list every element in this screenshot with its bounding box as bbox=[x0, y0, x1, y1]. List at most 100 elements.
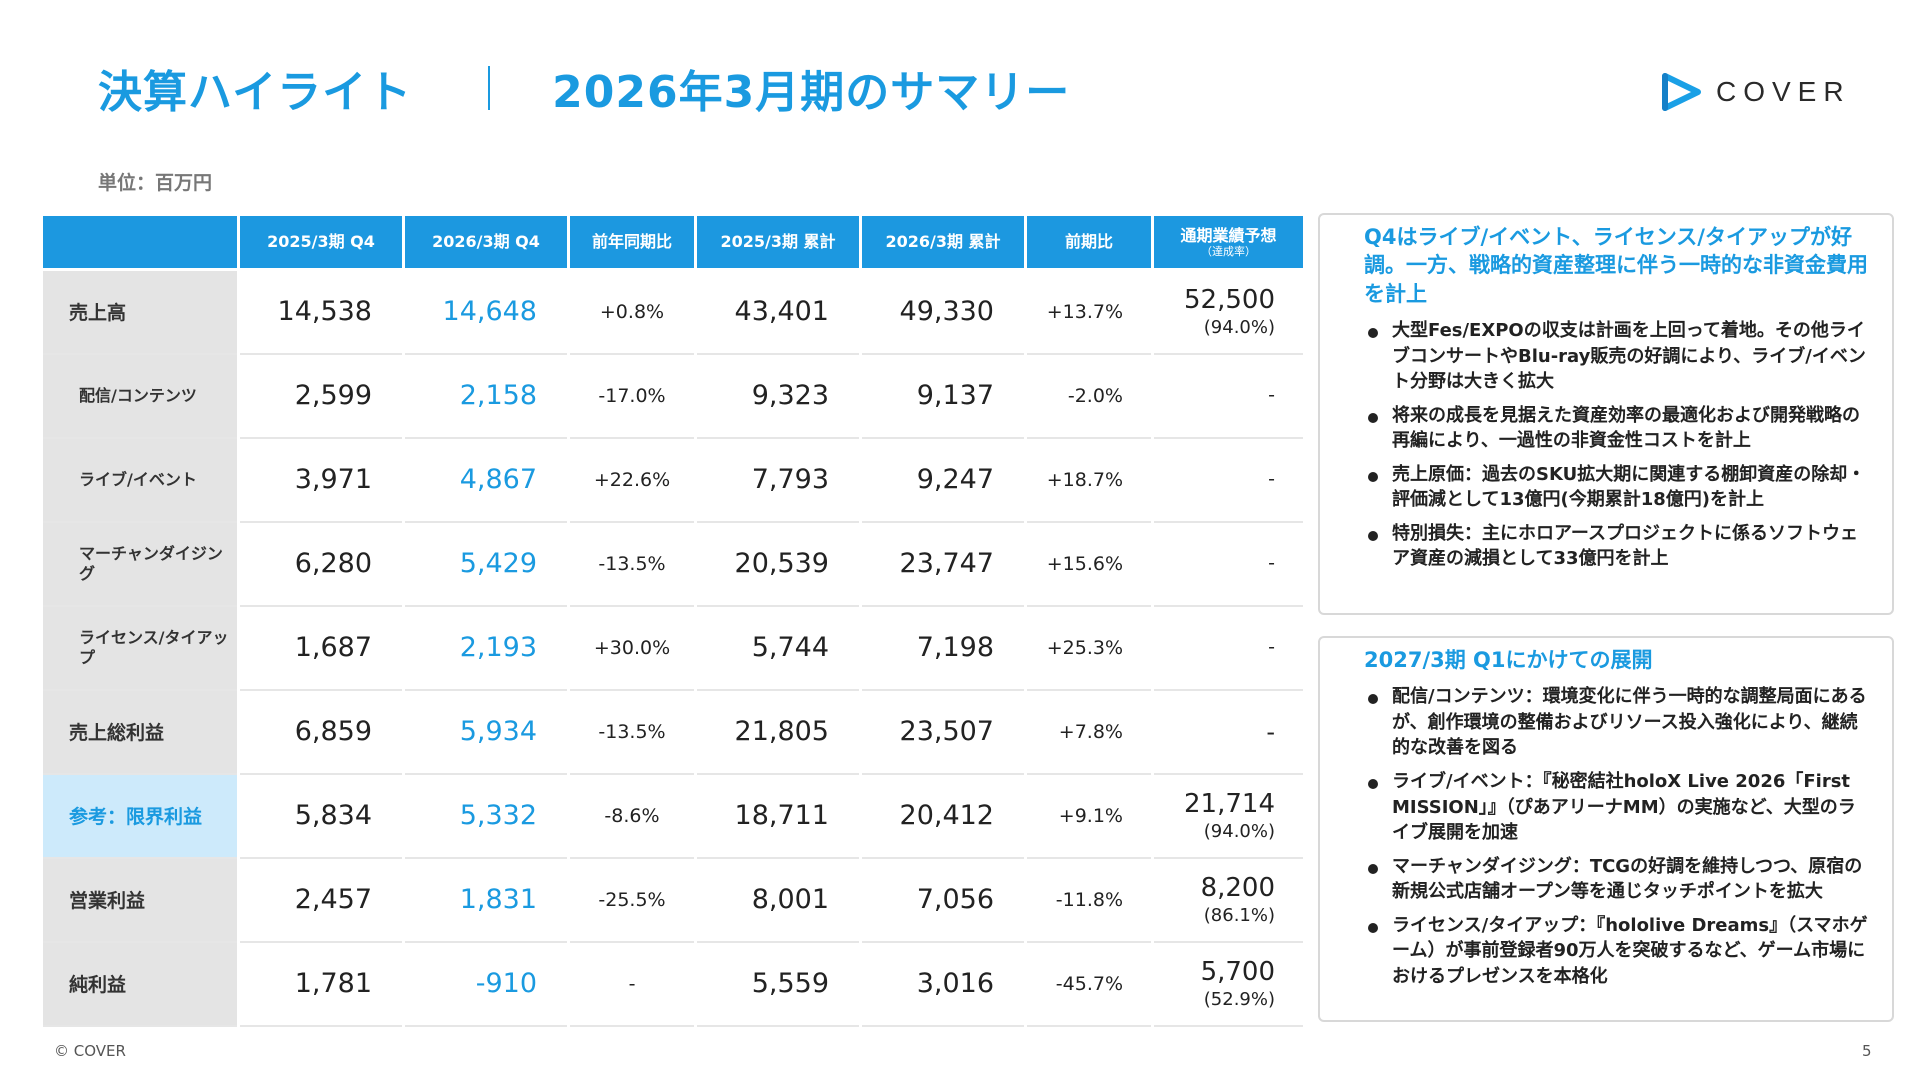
cover-logo: COVER bbox=[1660, 70, 1851, 114]
cell-vs-prev: +18.7% bbox=[1024, 437, 1154, 523]
cell-yoy: -13.5% bbox=[567, 689, 697, 775]
table-row: ライセンス/タイアップ 1,687 2,193 +30.0% 5,744 7,1… bbox=[40, 605, 1306, 691]
forecast-value: - bbox=[1268, 551, 1275, 574]
cell-q4-2026: 1,831 bbox=[402, 857, 570, 943]
cell-cum-2026: 7,198 bbox=[859, 605, 1027, 691]
forecast-rate: (94.0%) bbox=[1203, 820, 1275, 842]
header-cell-forecast: 通期業績予想 （達成率） bbox=[1151, 213, 1306, 271]
cell-yoy: -25.5% bbox=[567, 857, 697, 943]
forecast-rate: (94.0%) bbox=[1203, 316, 1275, 338]
cell-cum-2025: 18,711 bbox=[694, 773, 862, 859]
row-label: ライブ/イベント bbox=[40, 437, 240, 523]
header-cell: 2025/3期 累計 bbox=[694, 213, 862, 271]
cell-cum-2025: 21,805 bbox=[694, 689, 862, 775]
q4-summary-panel: Q4はライブ/イベント、ライセンス/タイアップが好調。一方、戦略的資産整理に伴う… bbox=[1318, 213, 1894, 615]
header-cell: 前年同期比 bbox=[567, 213, 697, 271]
forecast-value: - bbox=[1266, 717, 1275, 746]
cell-forecast: 52,500 (94.0%) bbox=[1151, 269, 1306, 355]
cell-forecast: 5,700 (52.9%) bbox=[1151, 941, 1306, 1027]
forecast-header: 通期業績予想 bbox=[1180, 225, 1277, 245]
list-item: 売上原価：過去のSKU拡大期に関連する棚卸資産の除却・評価減として13億円(今期… bbox=[1364, 462, 1872, 513]
forecast-value: - bbox=[1268, 383, 1275, 406]
page-number: 5 bbox=[1862, 1042, 1872, 1060]
cell-yoy: +30.0% bbox=[567, 605, 697, 691]
cell-cum-2026: 3,016 bbox=[859, 941, 1027, 1027]
table-row: 参考：限界利益 5,834 5,332 -8.6% 18,711 20,412 … bbox=[40, 773, 1306, 859]
cover-triangle-logo-icon bbox=[1662, 73, 1701, 111]
forecast-rate: (52.9%) bbox=[1203, 988, 1275, 1010]
q4-summary-list: 大型Fes/EXPOの収支は計画を上回って着地。その他ライブコンサートやBlu-… bbox=[1364, 318, 1872, 572]
title-divider bbox=[488, 66, 491, 110]
cell-cum-2026: 9,137 bbox=[859, 353, 1027, 439]
cell-q4-2026: -910 bbox=[402, 941, 570, 1027]
unit-label: 単位：百万円 bbox=[98, 172, 213, 194]
forecast-value: 8,200 bbox=[1200, 873, 1275, 903]
cell-cum-2026: 23,507 bbox=[859, 689, 1027, 775]
row-label: 配信/コンテンツ bbox=[40, 353, 240, 439]
cell-yoy: - bbox=[567, 941, 697, 1027]
cell-q4-2025: 3,971 bbox=[237, 437, 405, 523]
cell-cum-2025: 5,744 bbox=[694, 605, 862, 691]
cell-q4-2025: 1,687 bbox=[237, 605, 405, 691]
cell-cum-2025: 43,401 bbox=[694, 269, 862, 355]
cell-cum-2026: 23,747 bbox=[859, 521, 1027, 607]
list-item: 大型Fes/EXPOの収支は計画を上回って着地。その他ライブコンサートやBlu-… bbox=[1364, 318, 1872, 395]
table-row: 配信/コンテンツ 2,599 2,158 -17.0% 9,323 9,137 … bbox=[40, 353, 1306, 439]
header-cell: 2025/3期 Q4 bbox=[237, 213, 405, 271]
row-label: マーチャンダイジング bbox=[40, 521, 240, 607]
cell-q4-2026: 2,193 bbox=[402, 605, 570, 691]
cell-q4-2025: 6,280 bbox=[237, 521, 405, 607]
cell-q4-2025: 2,599 bbox=[237, 353, 405, 439]
list-item: 特別損失：主にホロアースプロジェクトに係るソフトウェア資産の減損として33億円を… bbox=[1364, 521, 1872, 572]
financial-summary-table: 2025/3期 Q4 2026/3期 Q4 前年同期比 2025/3期 累計 2… bbox=[40, 213, 1306, 1027]
list-item: ライセンス/タイアップ：『hololive Dreams』（スマホゲーム）が事前… bbox=[1364, 913, 1872, 990]
cell-forecast: - bbox=[1151, 353, 1306, 439]
cell-cum-2026: 49,330 bbox=[859, 269, 1027, 355]
outlook-heading: 2027/3期 Q1にかけての展開 bbox=[1364, 648, 1653, 672]
cell-q4-2026: 2,158 bbox=[402, 353, 570, 439]
forecast-value: 21,714 bbox=[1184, 789, 1275, 819]
forecast-value: 5,700 bbox=[1200, 957, 1275, 987]
q4-summary-heading: Q4はライブ/イベント、ライセンス/タイアップが好調。一方、戦略的資産整理に伴う… bbox=[1364, 225, 1868, 306]
cell-vs-prev: +25.3% bbox=[1024, 605, 1154, 691]
forecast-rate: (86.1%) bbox=[1203, 904, 1275, 926]
cell-cum-2026: 7,056 bbox=[859, 857, 1027, 943]
list-item: ライブ/イベント：『秘密結社holoX Live 2026「First MISS… bbox=[1364, 769, 1872, 846]
row-label: 売上総利益 bbox=[40, 689, 240, 775]
cell-cum-2025: 7,793 bbox=[694, 437, 862, 523]
cell-q4-2025: 2,457 bbox=[237, 857, 405, 943]
header-cell: 2026/3期 累計 bbox=[859, 213, 1027, 271]
cell-q4-2025: 14,538 bbox=[237, 269, 405, 355]
cell-forecast: 21,714 (94.0%) bbox=[1151, 773, 1306, 859]
header-cell: 前期比 bbox=[1024, 213, 1154, 271]
cell-vs-prev: -11.8% bbox=[1024, 857, 1154, 943]
cell-q4-2026: 14,648 bbox=[402, 269, 570, 355]
title-subtitle: 2026年3月期のサマリー bbox=[552, 67, 1071, 118]
list-item: 将来の成長を見据えた資産効率の最適化および開発戦略の再編により、一過性の非資金性… bbox=[1364, 403, 1872, 454]
cell-vs-prev: -2.0% bbox=[1024, 353, 1154, 439]
cell-q4-2026: 5,934 bbox=[402, 689, 570, 775]
cell-q4-2025: 1,781 bbox=[237, 941, 405, 1027]
row-label: 純利益 bbox=[40, 941, 240, 1027]
cell-yoy: +0.8% bbox=[567, 269, 697, 355]
row-label: 営業利益 bbox=[40, 857, 240, 943]
table-row: マーチャンダイジング 6,280 5,429 -13.5% 20,539 23,… bbox=[40, 521, 1306, 607]
cell-yoy: -17.0% bbox=[567, 353, 697, 439]
cell-cum-2026: 20,412 bbox=[859, 773, 1027, 859]
table-row: ライブ/イベント 3,971 4,867 +22.6% 7,793 9,247 … bbox=[40, 437, 1306, 523]
cell-q4-2026: 4,867 bbox=[402, 437, 570, 523]
cell-vs-prev: +9.1% bbox=[1024, 773, 1154, 859]
table-row: 純利益 1,781 -910 - 5,559 3,016 -45.7% 5,70… bbox=[40, 941, 1306, 1027]
header-cell: 2026/3期 Q4 bbox=[402, 213, 570, 271]
cell-cum-2026: 9,247 bbox=[859, 437, 1027, 523]
row-label: 参考：限界利益 bbox=[40, 773, 240, 859]
page-title: 決算ハイライト 2026年3月期のサマリー bbox=[98, 58, 1070, 118]
list-item: マーチャンダイジング：TCGの好調を維持しつつ、原宿の新規公式店舗オープン等を通… bbox=[1364, 854, 1872, 905]
cell-forecast: - bbox=[1151, 521, 1306, 607]
forecast-value: 52,500 bbox=[1184, 285, 1275, 316]
cell-yoy: -8.6% bbox=[567, 773, 697, 859]
cell-forecast: 8,200 (86.1%) bbox=[1151, 857, 1306, 943]
cell-q4-2025: 5,834 bbox=[237, 773, 405, 859]
cell-q4-2025: 6,859 bbox=[237, 689, 405, 775]
header-cell bbox=[40, 213, 240, 271]
